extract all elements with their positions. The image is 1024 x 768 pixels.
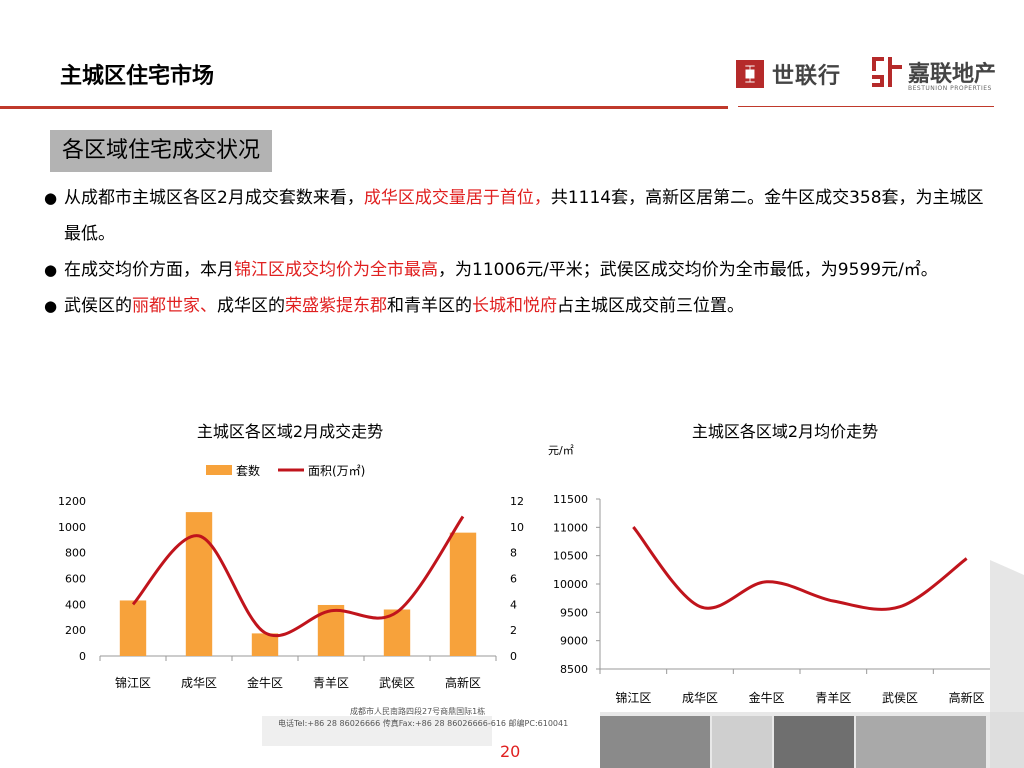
y-tick-label: 9500: [560, 606, 588, 619]
y-tick-label: 10000: [553, 578, 588, 591]
x-tick-label: 武侯区: [882, 691, 918, 705]
shiliangxing-logo-text: 世联行: [772, 64, 842, 89]
y-tick-label: 0: [79, 650, 86, 663]
jialian-logo: 嘉联地产 BESTUNION PROPERTIES: [872, 56, 996, 92]
jialian-logo-subtext: BESTUNION PROPERTIES: [908, 85, 992, 92]
bullet-dot-icon: ●: [44, 189, 58, 207]
bar: [119, 600, 147, 656]
legend-label-line: 面积(万㎡): [308, 464, 365, 478]
y-tick-label: 1000: [58, 521, 86, 534]
bullet-text: 在成交均价方面，本月: [64, 260, 234, 280]
x-tick-label: 青羊区: [815, 690, 851, 705]
x-tick-label: 金牛区: [749, 690, 785, 705]
shiliangxing-logo-icon: ⧯: [736, 60, 764, 88]
y-tick-label: 11500: [553, 493, 588, 506]
y2-tick-label: 10: [510, 521, 524, 534]
y2-tick-label: 2: [510, 624, 517, 637]
y-tick-label: 11000: [553, 521, 588, 534]
bullet-text: 占主城区成交前三位置。: [557, 296, 744, 316]
bullet-item: ● 从成都市主城区各区2月成交套数来看，成华区成交量居于首位，共1114套，高新区…: [44, 180, 994, 252]
bar: [317, 604, 345, 656]
footer-address: 成都市人民南路四段27号商鼎国际1栋 电话Tel:+86 28 86026666…: [278, 706, 568, 730]
bullet-text: 共1114套，高新区居第二。金牛区成交358套，为主城区最低。: [64, 188, 984, 244]
x-tick-label: 金牛区: [247, 675, 283, 690]
y2-tick-label: 4: [510, 598, 517, 611]
y-tick-label: 1200: [58, 495, 86, 508]
bar: [383, 609, 411, 656]
header-divider-right: [738, 106, 994, 107]
bullet-item: ● 武侯区的丽都世家、成华区的荣盛紫提东郡和青羊区的长城和悦府占主城区成交前三位置…: [44, 288, 994, 324]
x-tick-label: 锦江区: [615, 691, 651, 705]
x-tick-label: 武侯区: [379, 676, 415, 690]
bullet-list: ● 从成都市主城区各区2月成交套数来看，成华区成交量居于首位，共1114套，高新区…: [44, 180, 994, 324]
page-number: 20: [500, 742, 521, 761]
y-tick-label: 800: [65, 547, 86, 560]
bullet-dot-icon: ●: [44, 297, 58, 315]
y-axis-label: 元/㎡: [548, 444, 574, 457]
y2-tick-label: 8: [510, 547, 517, 560]
page-title: 主城区住宅市场: [60, 64, 215, 89]
jialian-logo-icon: [872, 57, 902, 87]
bullet-text: 从成都市主城区各区2月成交套数来看，: [64, 188, 364, 208]
bullet-text: 和青羊区的: [387, 296, 472, 316]
legend-swatch-bars: [206, 465, 232, 475]
y-tick-label: 9000: [560, 635, 588, 648]
series-line: [632, 526, 968, 611]
bar: [449, 532, 477, 656]
footer-address-line1: 成都市人民南路四段27号商鼎国际1栋: [350, 707, 486, 716]
section-title: 各区域住宅成交状况: [50, 130, 273, 172]
y2-tick-label: 12: [510, 495, 524, 508]
header-divider-left: [0, 106, 728, 109]
bullet-item: ● 在成交均价方面，本月锦江区成交均价为全市最高，为11006元/平米；武侯区成交…: [44, 252, 994, 288]
y-tick-label: 10500: [553, 550, 588, 563]
highlight-text: 丽都世家、: [132, 296, 217, 316]
y-tick-label: 200: [65, 624, 86, 637]
series-line: [131, 515, 465, 638]
y2-tick-label: 6: [510, 573, 517, 586]
chart1-title: 主城区各区域2月成交走势: [196, 422, 384, 441]
highlight-text: 锦江区成交均价为全市最高: [234, 260, 438, 280]
footer-address-line2: 电话Tel:+86 28 86026666 传真Fax:+86 28 86026…: [278, 719, 569, 728]
x-tick-label: 成华区: [181, 676, 217, 690]
bar: [251, 633, 279, 656]
x-tick-label: 高新区: [949, 690, 985, 705]
bar: [185, 512, 213, 656]
y-tick-label: 8500: [560, 663, 588, 676]
x-tick-label: 成华区: [682, 691, 718, 705]
jialian-logo-text: 嘉联地产: [908, 62, 997, 87]
x-tick-label: 锦江区: [115, 676, 151, 690]
highlight-text: 长城和悦府: [472, 296, 557, 316]
bullet-text: 武侯区的: [64, 296, 132, 316]
y2-tick-label: 0: [510, 650, 517, 663]
bullet-text: 成华区的: [217, 296, 285, 316]
chart2-title: 主城区各区域2月均价走势: [691, 422, 879, 441]
highlight-text: 成华区成交量居于首位，: [363, 188, 551, 208]
y-tick-label: 600: [65, 573, 86, 586]
bullet-dot-icon: ●: [44, 261, 58, 279]
bullet-text: ，为11006元/平米；武侯区成交均价为全市最低，为9599元/㎡。: [438, 260, 938, 280]
x-tick-label: 高新区: [445, 675, 481, 690]
highlight-text: 荣盛紫提东郡: [285, 296, 387, 316]
legend-label-bars: 套数: [236, 463, 260, 478]
x-tick-label: 青羊区: [313, 675, 349, 690]
y-tick-label: 400: [65, 598, 86, 611]
shiliangxing-logo: ⧯ 世联行: [736, 58, 841, 90]
